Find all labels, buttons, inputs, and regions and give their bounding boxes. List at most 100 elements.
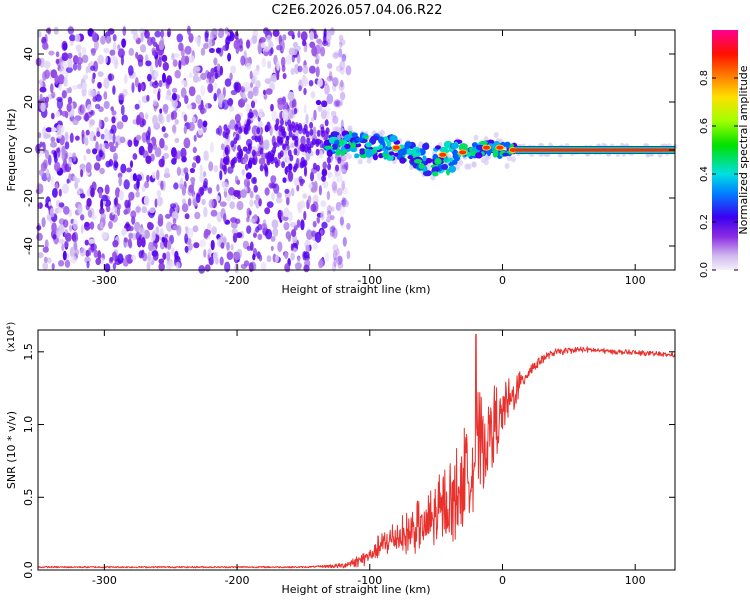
noise-speckle (51, 263, 55, 271)
noise-speckle (321, 100, 328, 108)
noise-speckle (52, 234, 57, 240)
noise-speckle (164, 167, 170, 175)
noise-speckle (264, 207, 271, 215)
signal-blob (378, 144, 384, 149)
noise-speckle (320, 210, 325, 221)
noise-speckle (342, 197, 348, 206)
noise-speckle (90, 243, 97, 251)
noise-speckle (91, 214, 97, 221)
noise-speckle (237, 144, 242, 152)
noise-speckle (125, 221, 130, 228)
noise-speckle (104, 184, 110, 195)
noise-speckle (138, 227, 143, 235)
noise-speckle (110, 106, 114, 112)
noise-speckle (301, 145, 306, 153)
noise-speckle (325, 214, 332, 221)
noise-speckle (72, 175, 78, 182)
noise-speckle (159, 138, 165, 149)
noise-speckle (187, 198, 192, 207)
noise-speckle (51, 222, 57, 233)
noise-speckle (183, 137, 191, 149)
noise-speckle (323, 32, 327, 44)
noise-speckle (315, 66, 320, 78)
noise-speckle (270, 245, 274, 252)
noise-speckle (331, 206, 335, 212)
noise-speckle (39, 93, 43, 102)
signal-blob (448, 161, 455, 167)
noise-speckle (184, 233, 189, 244)
noise-speckle (62, 219, 69, 228)
x-tick-label: -100 (357, 274, 382, 287)
noise-speckle (80, 214, 85, 221)
noise-speckle (253, 68, 260, 76)
noise-speckle (48, 201, 52, 207)
noise-speckle (190, 176, 196, 183)
noise-speckle (230, 65, 237, 74)
noise-speckle (254, 135, 259, 143)
noise-speckle (160, 29, 165, 38)
noise-speckle (302, 193, 308, 199)
noise-speckle (113, 160, 118, 171)
noise-speckle (145, 60, 152, 67)
noise-speckle (276, 60, 280, 71)
noise-speckle (306, 229, 313, 240)
noise-speckle (331, 181, 338, 191)
noise-speckle (248, 262, 254, 273)
noise-speckle (316, 171, 323, 181)
colorbar-ticks: 0.0 0.2 0.4 0.6 0.8 (699, 70, 738, 278)
noise-speckle (154, 198, 158, 208)
figure-title: C2E6.2026.057.04.06.R22 (271, 3, 442, 18)
noise-speckle (277, 100, 285, 111)
noise-speckle (103, 116, 109, 123)
noise-speckle (263, 27, 269, 35)
noise-speckle (296, 184, 300, 192)
noise-speckle (339, 216, 344, 226)
noise-speckle (123, 179, 130, 190)
noise-speckle (58, 202, 65, 208)
noise-speckle (286, 108, 294, 120)
noise-speckle (294, 63, 300, 75)
noise-speckle (235, 232, 243, 239)
noise-speckle (341, 53, 348, 59)
noise-speckle (257, 120, 264, 128)
snr-y-axis-label: SNR (10 * v/v) (5, 411, 18, 489)
noise-speckle (80, 193, 86, 199)
noise-speckle (340, 161, 346, 170)
noise-speckle (124, 199, 130, 209)
noise-speckle (194, 211, 201, 220)
noise-speckle (93, 162, 101, 171)
noise-speckle (85, 129, 90, 136)
noise-speckle (303, 124, 308, 131)
noise-speckle (242, 93, 247, 100)
y-tick-label: 1.5 (22, 343, 35, 361)
noise-speckle (192, 146, 197, 154)
noise-speckle (72, 63, 78, 71)
noise-speckle (326, 31, 332, 43)
noise-speckle (299, 181, 304, 187)
signal-blob (324, 145, 334, 150)
spectrogram-y-axis-label: Frequency (Hz) (5, 109, 18, 192)
noise-speckle (317, 105, 323, 112)
noise-speckle (120, 163, 127, 174)
signal-blob (335, 149, 341, 156)
noise-speckle (292, 41, 299, 48)
signal-blob (451, 150, 459, 155)
noise-speckle (54, 74, 59, 85)
signal-blob (363, 135, 369, 140)
noise-speckle (147, 142, 153, 154)
noise-speckle (325, 127, 330, 135)
noise-speckle (81, 46, 87, 55)
signal-blob (476, 144, 484, 151)
noise-speckle (73, 248, 79, 257)
noise-speckle (62, 42, 68, 51)
x-tick-label: 0 (499, 274, 506, 287)
noise-speckle (231, 157, 236, 165)
noise-speckle (331, 227, 338, 239)
x-tick-label: -200 (225, 274, 250, 287)
noise-speckle (112, 41, 117, 52)
signal-blob (378, 136, 384, 144)
noise-speckle (84, 221, 90, 228)
noise-speckle (129, 173, 134, 182)
noise-speckle (113, 198, 117, 206)
signal-blob (424, 157, 433, 164)
